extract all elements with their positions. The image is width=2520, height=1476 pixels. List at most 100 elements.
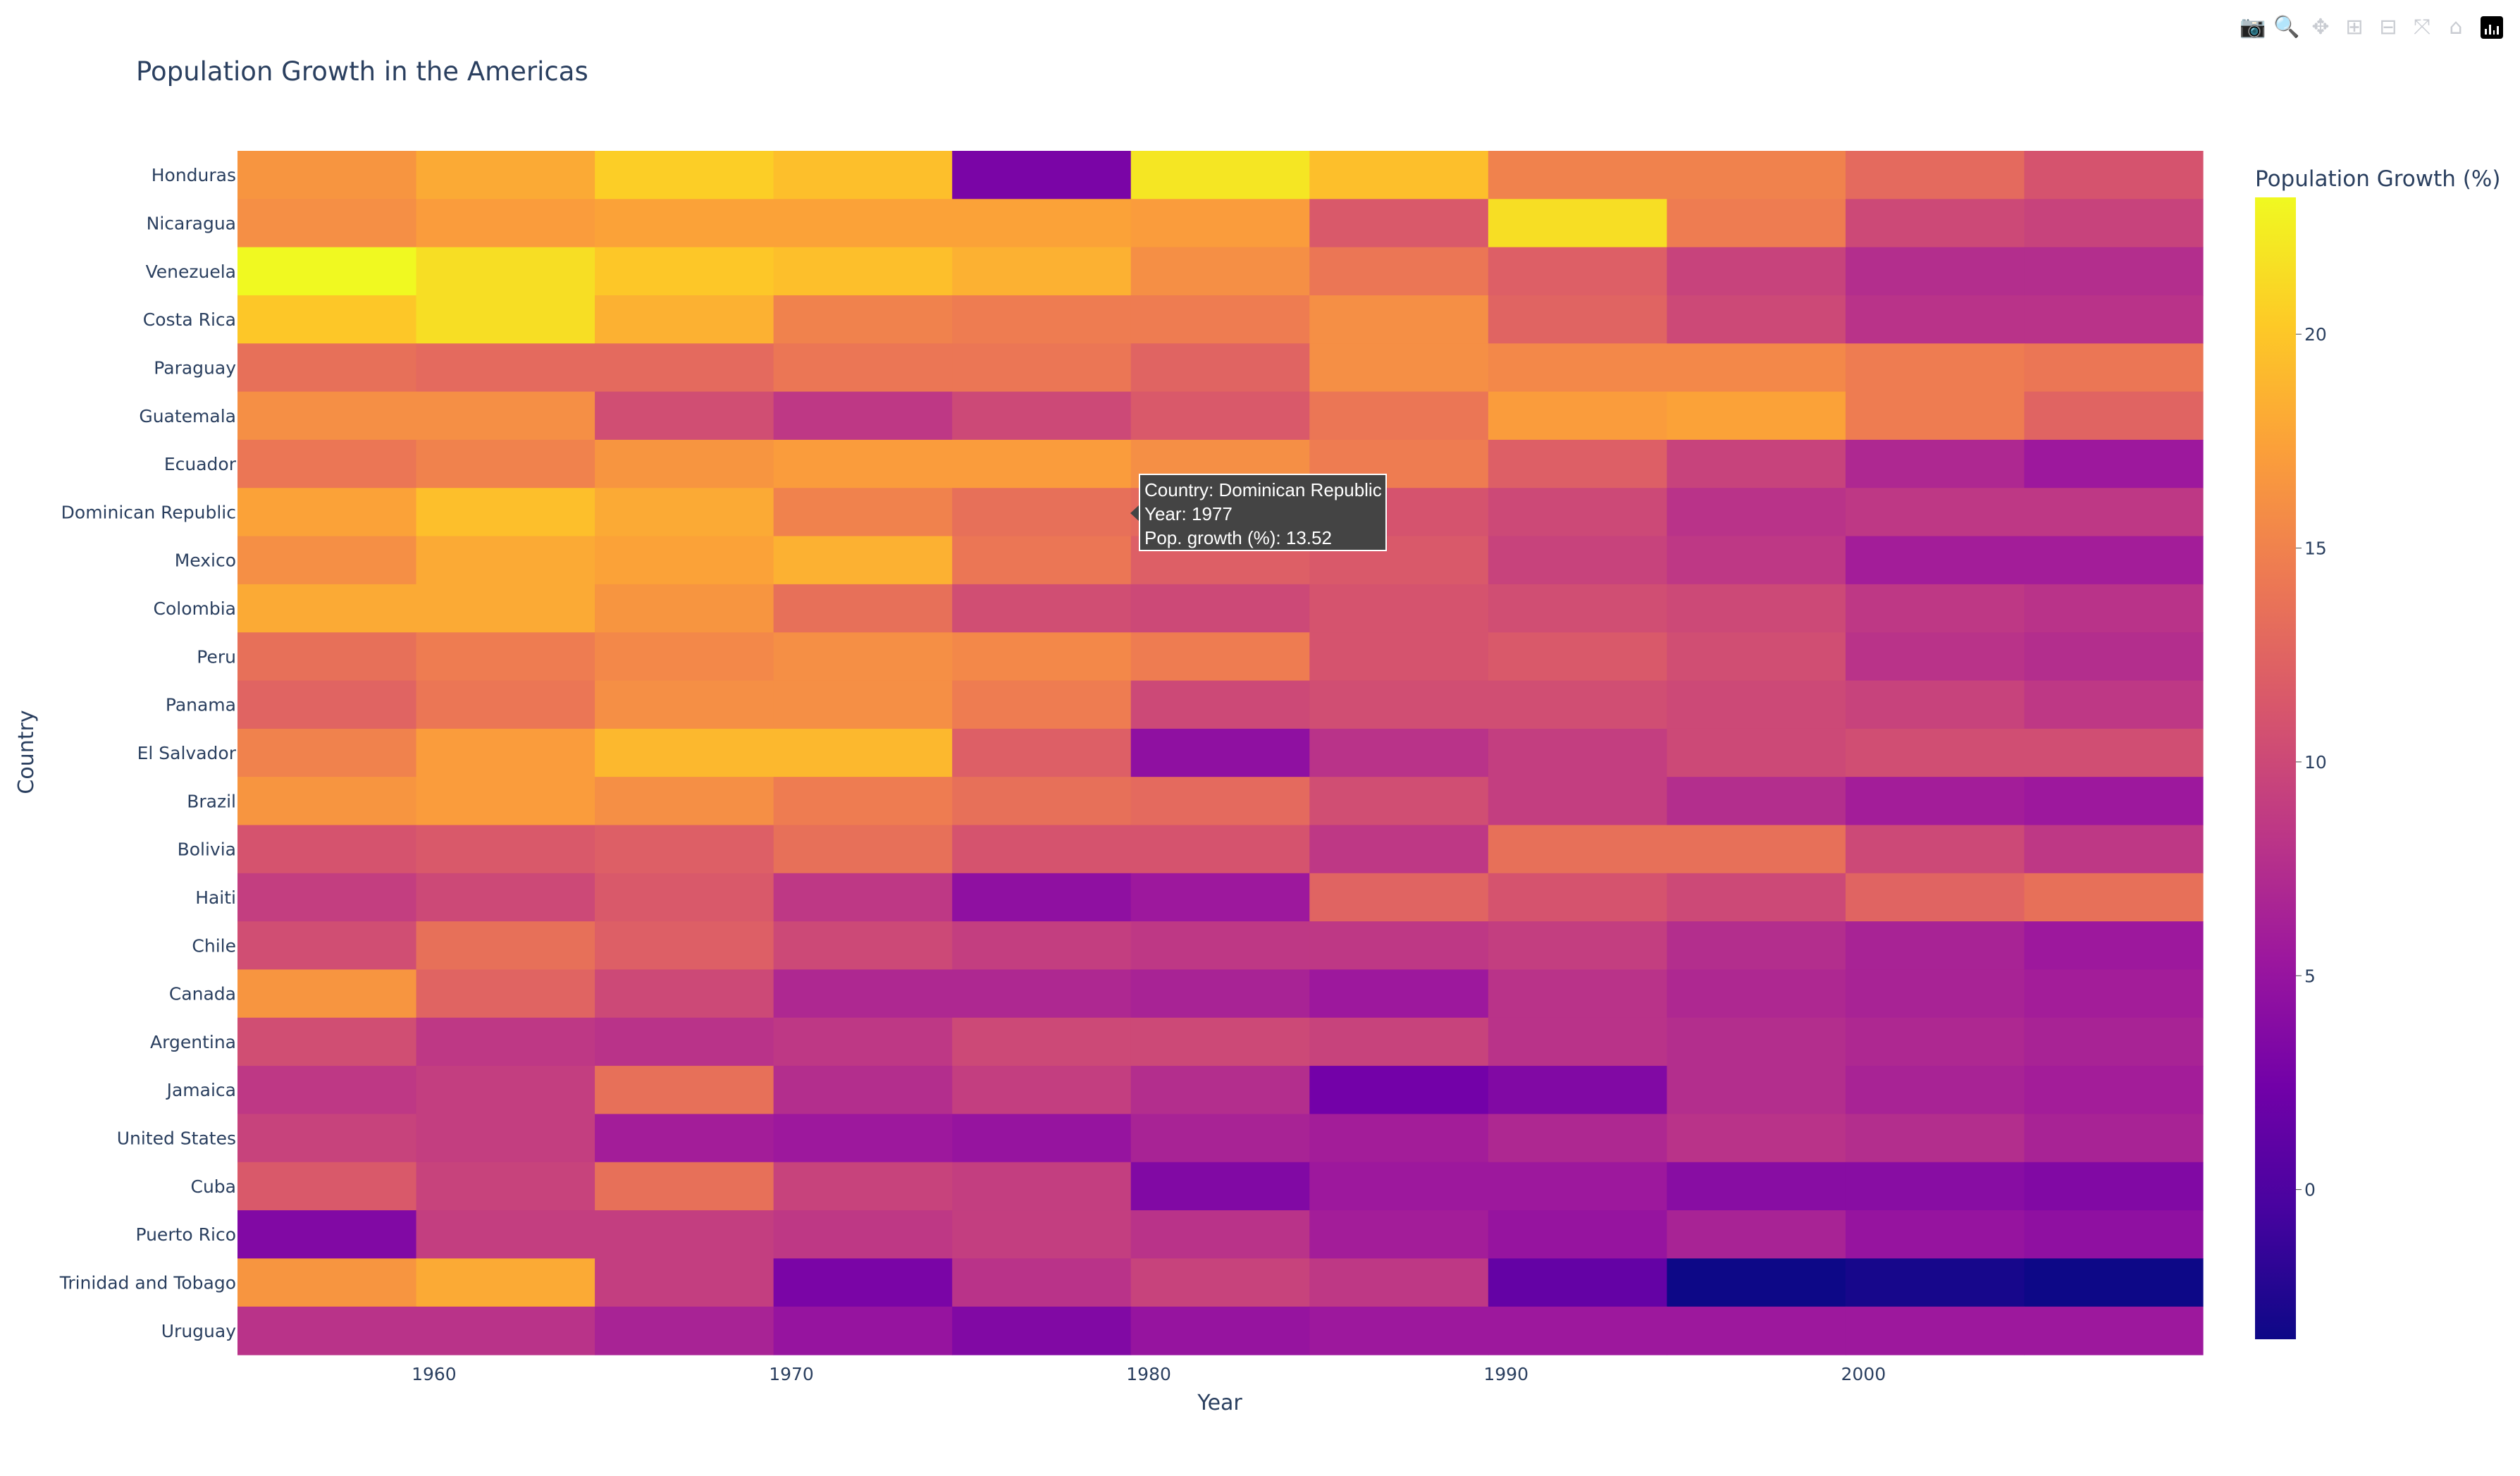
heatmap-cell[interactable]	[952, 1162, 1132, 1211]
zoom-out-icon[interactable]: ⊟	[2379, 15, 2397, 39]
heatmap-cell[interactable]	[773, 728, 953, 777]
heatmap-cell[interactable]	[595, 728, 774, 777]
heatmap-cell[interactable]	[2024, 969, 2204, 1019]
heatmap-cell[interactable]	[595, 199, 774, 248]
heatmap-cell[interactable]	[1488, 343, 1667, 393]
heatmap-cell[interactable]	[416, 584, 595, 633]
heatmap-cell[interactable]	[2024, 199, 2204, 248]
heatmap-cell[interactable]	[595, 1210, 774, 1259]
heatmap-cell[interactable]	[773, 921, 953, 971]
heatmap-cell[interactable]	[952, 728, 1132, 777]
home-icon[interactable]: ⌂	[2449, 15, 2463, 39]
heatmap-cell[interactable]	[595, 1017, 774, 1066]
heatmap-cell[interactable]	[2024, 1162, 2204, 1211]
heatmap-cell[interactable]	[2024, 247, 2204, 296]
heatmap-cell[interactable]	[1488, 536, 1667, 585]
heatmap-cell[interactable]	[1130, 632, 1310, 682]
heatmap-cell[interactable]	[1845, 151, 2025, 199]
heatmap-cell[interactable]	[595, 680, 774, 730]
heatmap-cell[interactable]	[773, 969, 953, 1019]
heatmap-cell[interactable]	[2024, 1210, 2204, 1259]
heatmap-cell[interactable]	[1845, 247, 2025, 296]
heatmap-cell[interactable]	[1130, 247, 1310, 296]
heatmap-cell[interactable]	[1845, 584, 2025, 633]
heatmap-cell[interactable]	[952, 1114, 1132, 1163]
heatmap-cell[interactable]	[1488, 1162, 1667, 1211]
heatmap-cell[interactable]	[237, 439, 417, 488]
heatmap-cell[interactable]	[2024, 295, 2204, 344]
heatmap-cell[interactable]	[1309, 199, 1489, 248]
heatmap-cell[interactable]	[773, 1306, 953, 1355]
heatmap-cell[interactable]	[1309, 151, 1489, 199]
heatmap-cell[interactable]	[416, 728, 595, 777]
heatmap-cell[interactable]	[952, 825, 1132, 874]
heatmap-cell[interactable]	[1309, 1162, 1489, 1211]
heatmap-cell[interactable]	[1130, 1066, 1310, 1114]
heatmap-cell[interactable]	[1667, 680, 1846, 730]
heatmap-cell[interactable]	[1488, 1210, 1667, 1259]
heatmap-cell[interactable]	[1845, 632, 2025, 682]
heatmap-cell[interactable]	[416, 247, 595, 296]
heatmap-cell[interactable]	[1845, 1066, 2025, 1114]
heatmap-cell[interactable]	[1667, 151, 1846, 199]
heatmap-cell[interactable]	[1309, 1017, 1489, 1066]
heatmap-cell[interactable]	[1130, 1162, 1310, 1211]
heatmap-cell[interactable]	[595, 295, 774, 344]
heatmap-cell[interactable]	[1309, 584, 1489, 633]
heatmap-cell[interactable]	[1667, 391, 1846, 441]
heatmap-cell[interactable]	[237, 1017, 417, 1066]
heatmap-cell[interactable]	[1845, 1210, 2025, 1259]
heatmap-cell[interactable]	[237, 247, 417, 296]
heatmap-cell[interactable]	[1130, 728, 1310, 777]
heatmap-cell[interactable]	[237, 1258, 417, 1308]
heatmap-cell[interactable]	[2024, 921, 2204, 971]
heatmap-cell[interactable]	[237, 632, 417, 682]
heatmap-cell[interactable]	[2024, 632, 2204, 682]
heatmap-cell[interactable]	[595, 247, 774, 296]
heatmap-cell[interactable]	[237, 295, 417, 344]
heatmap-cell[interactable]	[416, 1210, 595, 1259]
heatmap-cell[interactable]	[1488, 1258, 1667, 1308]
heatmap-cell[interactable]	[952, 873, 1132, 922]
heatmap-cell[interactable]	[595, 1258, 774, 1308]
heatmap-cell[interactable]	[952, 151, 1132, 199]
heatmap-cell[interactable]	[952, 488, 1132, 537]
heatmap-cell[interactable]	[1130, 1258, 1310, 1308]
heatmap-cell[interactable]	[773, 680, 953, 730]
heatmap-cell[interactable]	[1488, 584, 1667, 633]
heatmap-cell[interactable]	[1309, 391, 1489, 441]
heatmap-cell[interactable]	[1667, 343, 1846, 393]
heatmap-cell[interactable]	[1845, 1306, 2025, 1355]
heatmap-cell[interactable]	[416, 873, 595, 922]
heatmap-cell[interactable]	[595, 536, 774, 585]
heatmap-cell[interactable]	[773, 295, 953, 344]
heatmap-cell[interactable]	[952, 680, 1132, 730]
heatmap-cell[interactable]	[773, 632, 953, 682]
heatmap-cell[interactable]	[1488, 151, 1667, 199]
heatmap-cell[interactable]	[2024, 728, 2204, 777]
heatmap-cell[interactable]	[416, 825, 595, 874]
heatmap-cell[interactable]	[416, 391, 595, 441]
heatmap-cell[interactable]	[237, 1210, 417, 1259]
heatmap-cell[interactable]	[773, 343, 953, 393]
heatmap-cell[interactable]	[416, 1306, 595, 1355]
heatmap-cell[interactable]	[1667, 728, 1846, 777]
heatmap-cell[interactable]	[2024, 1114, 2204, 1163]
heatmap-cell[interactable]	[1130, 391, 1310, 441]
heatmap-cell[interactable]	[237, 969, 417, 1019]
heatmap-cell[interactable]	[595, 584, 774, 633]
heatmap-cell[interactable]	[595, 488, 774, 537]
heatmap-cell[interactable]	[416, 632, 595, 682]
heatmap-cell[interactable]	[595, 632, 774, 682]
heatmap-cell[interactable]	[416, 1258, 595, 1308]
heatmap-cell[interactable]	[595, 1162, 774, 1211]
heatmap-cell[interactable]	[595, 825, 774, 874]
heatmap-cell[interactable]	[416, 777, 595, 826]
heatmap-cell[interactable]	[952, 343, 1132, 393]
heatmap-cell[interactable]	[1488, 777, 1667, 826]
heatmap-cell[interactable]	[773, 151, 953, 199]
heatmap-cell[interactable]	[416, 1114, 595, 1163]
heatmap-cell[interactable]	[1845, 391, 2025, 441]
heatmap-cell[interactable]	[773, 536, 953, 585]
heatmap-cell[interactable]	[416, 680, 595, 730]
